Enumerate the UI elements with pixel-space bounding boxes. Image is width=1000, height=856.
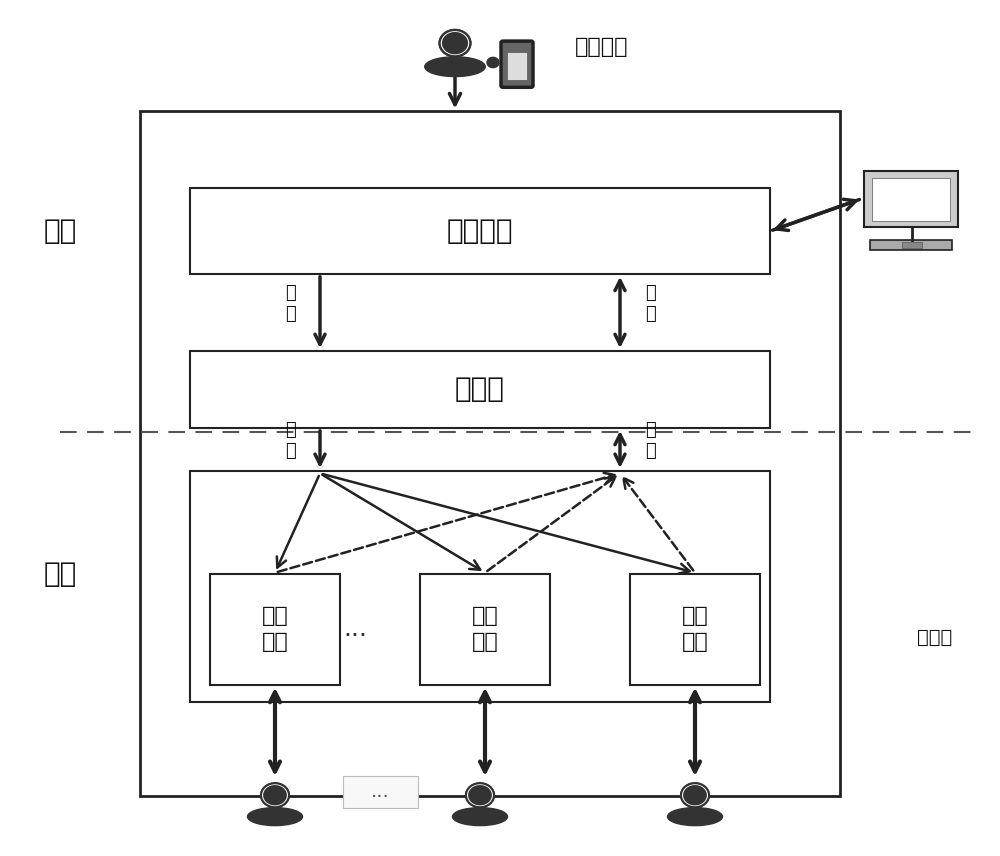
Text: 激
光: 激 光 — [285, 421, 295, 461]
Bar — [190, 471, 770, 702]
Ellipse shape — [248, 808, 302, 825]
Circle shape — [681, 783, 709, 807]
Ellipse shape — [668, 808, 722, 825]
Circle shape — [683, 785, 707, 805]
Circle shape — [468, 785, 492, 805]
Text: 传输层: 传输层 — [455, 376, 505, 403]
Text: 检测主机: 检测主机 — [447, 217, 513, 245]
Circle shape — [263, 785, 287, 805]
Bar — [872, 178, 950, 221]
FancyBboxPatch shape — [501, 41, 533, 87]
Circle shape — [681, 783, 709, 807]
Bar — [190, 188, 770, 274]
Circle shape — [261, 783, 289, 807]
Text: 检测
终端: 检测 终端 — [682, 606, 708, 652]
Text: 检测
终端: 检测 终端 — [262, 606, 288, 652]
Circle shape — [261, 783, 289, 807]
Text: 数
据: 数 据 — [645, 421, 655, 461]
Text: 井下: 井下 — [43, 560, 77, 587]
Text: 井上: 井上 — [43, 217, 77, 245]
Bar — [507, 52, 527, 80]
Ellipse shape — [452, 808, 508, 825]
Ellipse shape — [425, 56, 485, 76]
Circle shape — [466, 783, 494, 807]
Circle shape — [442, 32, 468, 54]
Text: 人机交互: 人机交互 — [575, 37, 629, 57]
Bar — [140, 111, 840, 796]
Bar — [342, 776, 418, 808]
Circle shape — [440, 30, 470, 56]
Circle shape — [466, 783, 494, 807]
Bar — [902, 242, 922, 248]
Bar — [190, 351, 770, 428]
Text: 上位机: 上位机 — [917, 628, 953, 647]
Circle shape — [440, 30, 470, 56]
Bar — [870, 240, 952, 250]
Bar — [864, 171, 958, 227]
Text: ...: ... — [343, 617, 367, 641]
Text: ...: ... — [371, 782, 389, 801]
Circle shape — [487, 57, 499, 68]
Bar — [630, 574, 760, 685]
Text: 数
据: 数 据 — [645, 284, 655, 324]
Text: 激
光: 激 光 — [285, 284, 295, 324]
Bar — [420, 574, 550, 685]
Bar — [210, 574, 340, 685]
Text: 检测
终端: 检测 终端 — [472, 606, 498, 652]
